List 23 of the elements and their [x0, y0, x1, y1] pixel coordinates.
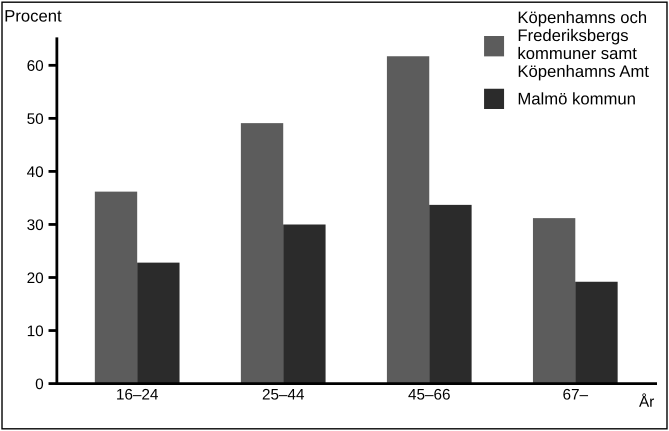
bar	[429, 204, 472, 384]
x-tick-label: 25–44	[262, 388, 304, 400]
y-tick-label: 0	[36, 378, 44, 390]
x-tick-label: 16–24	[117, 388, 158, 400]
x-tick-label: 45–66	[408, 388, 450, 400]
y-tick-label: 50	[27, 113, 44, 124]
y-tick-label: 30	[27, 219, 44, 230]
legend-label: Köpenhamns och Frederiksbergs kommuner samt Köpenhamns Amt	[518, 10, 649, 80]
y-tick-label: 20	[27, 272, 44, 284]
bar	[532, 218, 576, 384]
bar	[94, 192, 138, 384]
bar	[240, 123, 284, 384]
x-tick-label: 67–	[563, 388, 588, 400]
y-axis-title: Procent	[6, 10, 62, 22]
y-tick-label: 60	[27, 60, 44, 71]
bar	[283, 224, 326, 384]
x-axis-title: År	[639, 393, 654, 407]
bar	[575, 282, 618, 384]
y-tick-label: 10	[28, 325, 44, 336]
bar	[137, 262, 180, 384]
y-tick-label: 40	[27, 166, 44, 178]
bar	[386, 56, 430, 384]
legend-label: Malmö kommun	[518, 92, 635, 105]
